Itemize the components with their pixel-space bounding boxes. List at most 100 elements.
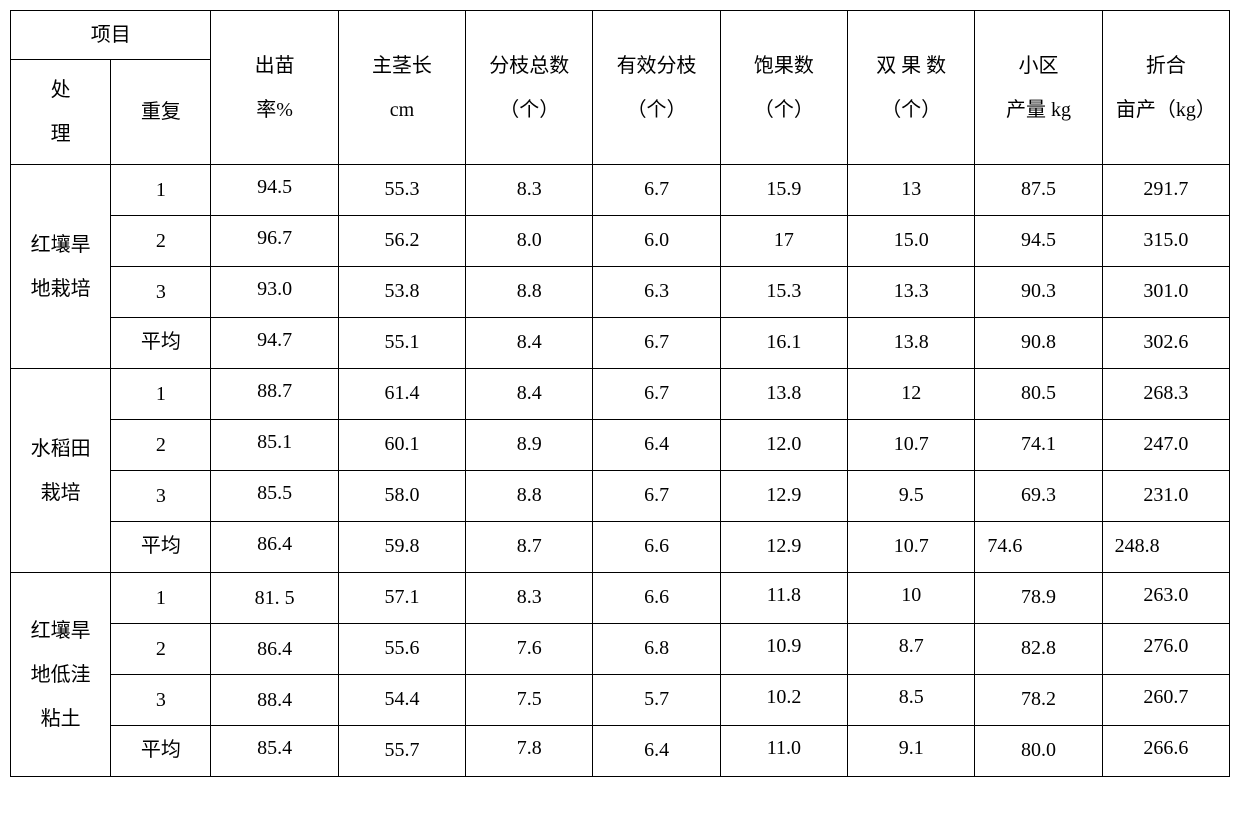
- cell: 94.5: [211, 165, 338, 216]
- table-row: 红壤旱地栽培 1 94.5 55.3 8.3 6.7 15.9 13 87.5 …: [11, 165, 1230, 216]
- cell: 7.8: [466, 726, 593, 777]
- table-row: 水稻田栽培 1 88.7 61.4 8.4 6.7 13.8 12 80.5 2…: [11, 369, 1230, 420]
- cell: 88.7: [211, 369, 338, 420]
- cell: 301.0: [1102, 267, 1229, 318]
- cell-rep: 1: [111, 165, 211, 216]
- cell: 93.0: [211, 267, 338, 318]
- cell: 74.6: [975, 522, 1102, 573]
- cell: 96.7: [211, 216, 338, 267]
- cell: 6.3: [593, 267, 720, 318]
- header-col-3: 有效分枝（个）: [593, 11, 720, 165]
- cell: 11.8: [720, 573, 847, 624]
- cell: 10.7: [848, 420, 975, 471]
- cell: 266.6: [1102, 726, 1229, 777]
- table-row: 3 85.5 58.0 8.8 6.7 12.9 9.5 69.3 231.0: [11, 471, 1230, 522]
- cell: 88.4: [211, 675, 338, 726]
- cell: 8.4: [466, 369, 593, 420]
- cell: 9.5: [848, 471, 975, 522]
- table-row-avg: 平均 85.4 55.7 7.8 6.4 11.0 9.1 80.0 266.6: [11, 726, 1230, 777]
- cell-avg-label: 平均: [111, 522, 211, 573]
- cell: 55.7: [338, 726, 465, 777]
- cell: 13: [848, 165, 975, 216]
- header-col-4: 饱果数（个）: [720, 11, 847, 165]
- header-col-7: 折合亩产（kg）: [1102, 11, 1229, 165]
- cell: 7.5: [466, 675, 593, 726]
- cell: 56.2: [338, 216, 465, 267]
- cell: 6.6: [593, 522, 720, 573]
- header-col-0: 出苗率%: [211, 11, 338, 165]
- table-row-avg: 平均 86.4 59.8 8.7 6.6 12.9 10.7 74.6 248.…: [11, 522, 1230, 573]
- cell: 8.7: [466, 522, 593, 573]
- cell: 9.1: [848, 726, 975, 777]
- cell: 82.8: [975, 624, 1102, 675]
- cell: 6.0: [593, 216, 720, 267]
- header-col-1: 主茎长cm: [338, 11, 465, 165]
- cell: 60.1: [338, 420, 465, 471]
- cell: 6.4: [593, 420, 720, 471]
- cell: 85.5: [211, 471, 338, 522]
- cell: 6.6: [593, 573, 720, 624]
- cell: 7.6: [466, 624, 593, 675]
- cell: 6.4: [593, 726, 720, 777]
- table-row: 3 88.4 54.4 7.5 5.7 10.2 8.5 78.2 260.7: [11, 675, 1230, 726]
- cell: 15.9: [720, 165, 847, 216]
- cell: 8.5: [848, 675, 975, 726]
- cell: 87.5: [975, 165, 1102, 216]
- header-project: 项目: [11, 11, 211, 60]
- table-row: 3 93.0 53.8 8.8 6.3 15.3 13.3 90.3 301.0: [11, 267, 1230, 318]
- cell: 10.9: [720, 624, 847, 675]
- cell: 5.7: [593, 675, 720, 726]
- cell: 80.5: [975, 369, 1102, 420]
- cell: 260.7: [1102, 675, 1229, 726]
- cell: 10: [848, 573, 975, 624]
- cell-rep: 2: [111, 216, 211, 267]
- cell: 6.7: [593, 165, 720, 216]
- cell: 94.5: [975, 216, 1102, 267]
- cell: 13.3: [848, 267, 975, 318]
- cell: 302.6: [1102, 318, 1229, 369]
- cell-avg-label: 平均: [111, 318, 211, 369]
- cell-rep: 3: [111, 267, 211, 318]
- cell: 12.9: [720, 522, 847, 573]
- cell: 8.9: [466, 420, 593, 471]
- group-name-0: 红壤旱地栽培: [11, 165, 111, 369]
- header-col-5: 双 果 数（个）: [848, 11, 975, 165]
- cell: 86.4: [211, 624, 338, 675]
- cell: 90.8: [975, 318, 1102, 369]
- cell: 8.8: [466, 267, 593, 318]
- cell: 6.7: [593, 471, 720, 522]
- cell: 90.3: [975, 267, 1102, 318]
- cell: 57.1: [338, 573, 465, 624]
- cell: 55.6: [338, 624, 465, 675]
- data-table: 项目 出苗率% 主茎长cm 分枝总数（个） 有效分枝（个） 饱果数（个） 双 果…: [10, 10, 1230, 777]
- cell: 78.9: [975, 573, 1102, 624]
- cell-rep: 1: [111, 369, 211, 420]
- cell: 263.0: [1102, 573, 1229, 624]
- cell: 6.7: [593, 369, 720, 420]
- header-col-6: 小区产量 kg: [975, 11, 1102, 165]
- cell: 78.2: [975, 675, 1102, 726]
- table-row: 2 85.1 60.1 8.9 6.4 12.0 10.7 74.1 247.0: [11, 420, 1230, 471]
- cell: 74.1: [975, 420, 1102, 471]
- cell: 94.7: [211, 318, 338, 369]
- cell: 8.8: [466, 471, 593, 522]
- cell: 8.3: [466, 573, 593, 624]
- cell: 16.1: [720, 318, 847, 369]
- cell: 15.0: [848, 216, 975, 267]
- cell: 12.9: [720, 471, 847, 522]
- cell: 85.4: [211, 726, 338, 777]
- cell: 248.8: [1102, 522, 1229, 573]
- header-row-1: 项目 出苗率% 主茎长cm 分枝总数（个） 有效分枝（个） 饱果数（个） 双 果…: [11, 11, 1230, 60]
- cell: 69.3: [975, 471, 1102, 522]
- cell: 17: [720, 216, 847, 267]
- cell: 13.8: [720, 369, 847, 420]
- cell: 10.2: [720, 675, 847, 726]
- header-col-2: 分枝总数（个）: [466, 11, 593, 165]
- table-row-avg: 平均 94.7 55.1 8.4 6.7 16.1 13.8 90.8 302.…: [11, 318, 1230, 369]
- cell-avg-label: 平均: [111, 726, 211, 777]
- cell: 61.4: [338, 369, 465, 420]
- cell: 12: [848, 369, 975, 420]
- cell: 58.0: [338, 471, 465, 522]
- cell-rep: 3: [111, 675, 211, 726]
- cell-rep: 3: [111, 471, 211, 522]
